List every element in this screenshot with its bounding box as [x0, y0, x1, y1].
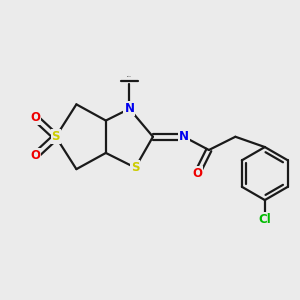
Text: O: O: [30, 111, 40, 124]
Text: O: O: [192, 167, 202, 180]
Text: methyl: methyl: [127, 76, 132, 77]
Text: O: O: [30, 149, 40, 162]
Text: S: S: [131, 161, 140, 174]
Text: N: N: [179, 130, 189, 143]
Text: N: N: [124, 102, 134, 115]
Text: Cl: Cl: [259, 213, 271, 226]
Text: S: S: [52, 130, 60, 143]
